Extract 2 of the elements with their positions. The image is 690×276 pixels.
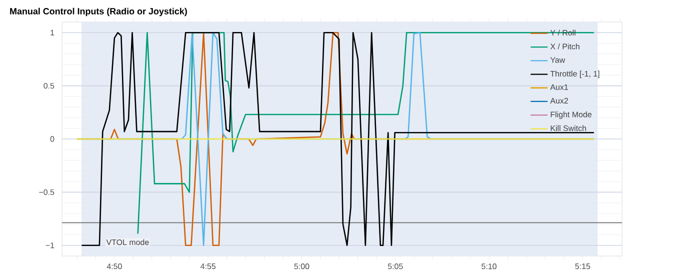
chart-title: Manual Control Inputs (Radio or Joystick) — [10, 8, 187, 16]
line-series — [137, 32, 595, 234]
